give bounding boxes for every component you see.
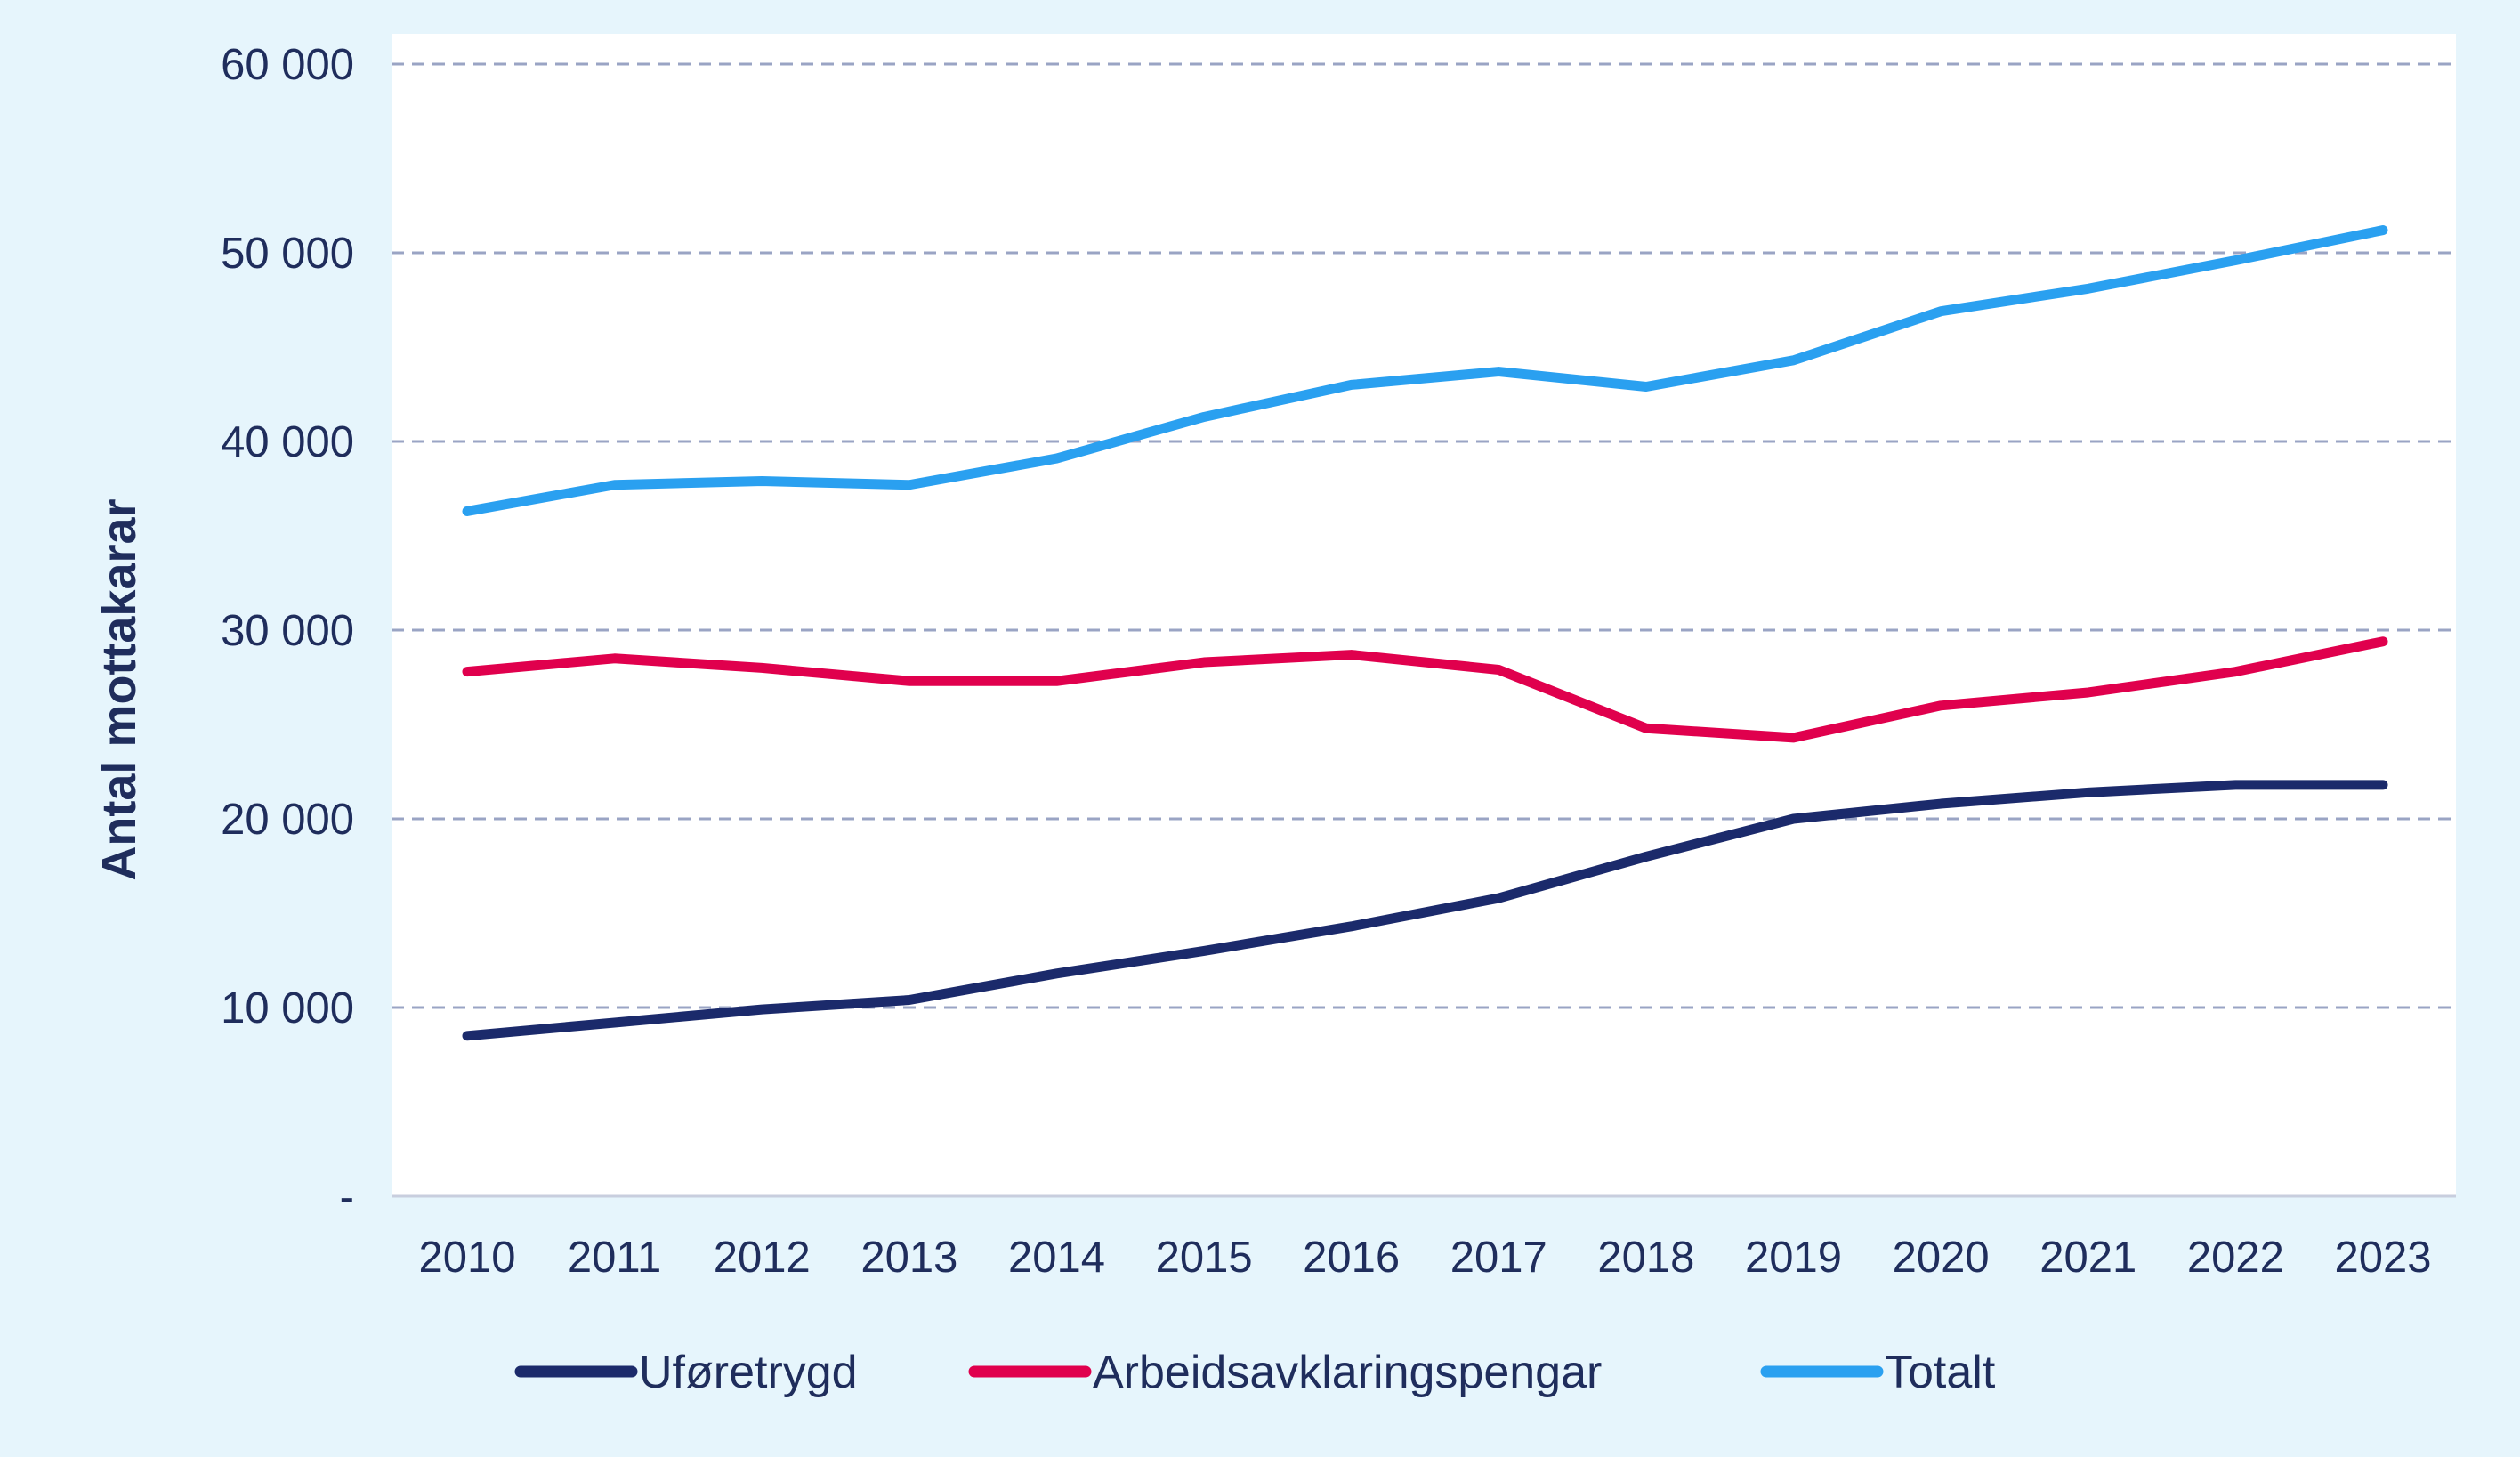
y-axis-label: Antal mottakarar bbox=[93, 498, 146, 880]
x-tick-label: 2016 bbox=[1303, 1234, 1400, 1282]
x-tick-label: 2018 bbox=[1597, 1234, 1694, 1282]
series-line-uf-retrygd bbox=[462, 780, 2388, 1041]
x-tick-label: 2017 bbox=[1450, 1234, 1547, 1282]
x-tick-label: 2013 bbox=[860, 1234, 957, 1282]
x-tick-label: 2010 bbox=[418, 1234, 515, 1282]
legend-label-uf-retrygd: Uføretrygd bbox=[639, 1347, 858, 1398]
legend: Uføretrygd Arbeidsavklaringspengar Totalt bbox=[514, 1347, 1996, 1398]
y-tick-label: - bbox=[340, 1173, 354, 1221]
series-line-totalt bbox=[462, 225, 2388, 516]
series-line-arbeidsavklaringspengar bbox=[462, 636, 2388, 743]
plot-area bbox=[392, 34, 2456, 1196]
legend-label-arbeidsavklaringspengar: Arbeidsavklaringspengar bbox=[1093, 1347, 1602, 1398]
y-tick-label: 60 000 bbox=[221, 41, 354, 89]
legend-label-totalt: Totalt bbox=[1885, 1347, 1996, 1398]
y-tick-label: 10 000 bbox=[221, 984, 354, 1032]
x-tick-label: 2020 bbox=[1893, 1234, 1990, 1282]
x-tick-label: 2014 bbox=[1008, 1234, 1105, 1282]
x-tick-label: 2015 bbox=[1156, 1234, 1253, 1282]
x-tick-label: 2012 bbox=[714, 1234, 811, 1282]
x-tick-label: 2022 bbox=[2187, 1234, 2284, 1282]
x-tick-label: 2023 bbox=[2334, 1234, 2431, 1282]
x-tick-label: 2011 bbox=[568, 1234, 661, 1282]
y-tick-label: 40 000 bbox=[221, 418, 354, 466]
y-tick-label: 20 000 bbox=[221, 796, 354, 844]
x-tick-label: 2019 bbox=[1745, 1234, 1842, 1282]
x-tick-label: 2021 bbox=[2039, 1234, 2136, 1282]
y-tick-label: 30 000 bbox=[221, 607, 354, 655]
y-tick-label: 50 000 bbox=[221, 230, 354, 278]
